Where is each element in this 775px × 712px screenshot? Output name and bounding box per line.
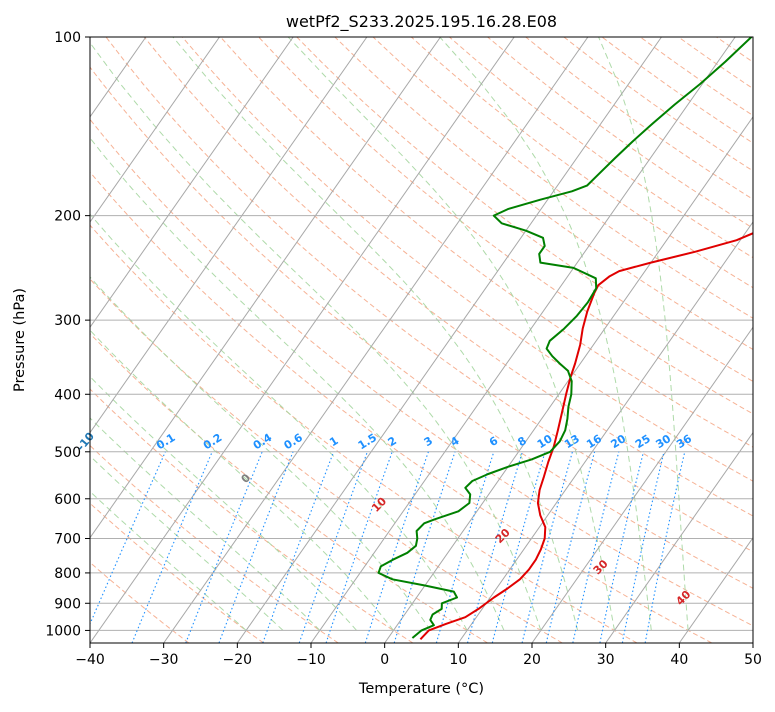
mixing-ratio-label: 1 bbox=[327, 434, 340, 449]
mixing-ratio-line bbox=[492, 452, 545, 643]
dry-adiabat bbox=[182, 37, 775, 643]
y-tick-label: 600 bbox=[54, 492, 81, 508]
isotherm bbox=[385, 37, 775, 643]
mixing-ratio-label: 0.1 bbox=[154, 431, 177, 452]
mixing-ratio-line bbox=[132, 452, 212, 643]
isotherm bbox=[606, 37, 775, 643]
y-tick-label: 500 bbox=[54, 445, 81, 461]
y-tick-label: 800 bbox=[54, 566, 81, 582]
dry-adiabat bbox=[449, 37, 775, 643]
moist-adiabat-label: 10 bbox=[369, 494, 389, 514]
moist-adiabat-label: 20 bbox=[493, 526, 513, 546]
dry-adiabat bbox=[144, 37, 775, 643]
isotherm bbox=[90, 37, 514, 643]
mixing-ratio-label: 0.2 bbox=[201, 431, 224, 452]
mixing-ratio-label: 2 bbox=[386, 434, 399, 449]
x-tick-label: 10 bbox=[449, 652, 467, 668]
y-tick-label: 300 bbox=[54, 313, 81, 329]
mixing-ratio-line bbox=[645, 452, 685, 643]
mixing-ratio-label: 0.4 bbox=[251, 431, 275, 453]
mixing-ratio-line bbox=[622, 452, 664, 643]
y-tick-label: 1000 bbox=[45, 623, 81, 639]
dry-adiabat bbox=[0, 37, 413, 643]
isotherm bbox=[311, 37, 735, 643]
y-axis-title: Pressure (hPa) bbox=[12, 288, 28, 392]
mixing-ratio-label: 6 bbox=[487, 434, 501, 449]
moist-adiabat bbox=[86, 37, 541, 630]
y-tick-label: 200 bbox=[54, 209, 81, 225]
dry-adiabat bbox=[0, 37, 189, 643]
x-tick-label: 50 bbox=[744, 652, 762, 668]
mixing-ratio-label: 16 bbox=[584, 432, 604, 451]
mixing-ratio-line bbox=[546, 452, 594, 643]
x-tick-label: 0 bbox=[380, 652, 389, 668]
isotherm bbox=[532, 37, 775, 643]
isotherm bbox=[0, 37, 367, 643]
mixing-ratio-label: 1.5 bbox=[356, 431, 379, 452]
mixing-ratio-label: 3 bbox=[422, 434, 435, 449]
dry-adiabat bbox=[259, 37, 775, 643]
dry-adiabat bbox=[0, 37, 488, 643]
isotherm bbox=[16, 37, 440, 643]
y-tick-label: 900 bbox=[54, 596, 81, 612]
mixing-ratio-label: 25 bbox=[633, 432, 653, 451]
dry-adiabat bbox=[488, 37, 775, 643]
x-tick-label: 30 bbox=[597, 652, 615, 668]
dry-adiabat bbox=[106, 37, 775, 643]
moist-adiabat bbox=[0, 37, 283, 630]
mixing-ratio-line bbox=[82, 452, 166, 643]
plot-frame bbox=[90, 37, 753, 643]
y-tick-label: 400 bbox=[54, 387, 81, 403]
x-tick-label: −30 bbox=[149, 652, 179, 668]
mixing-ratio-label: 20 bbox=[608, 432, 628, 451]
isotherm bbox=[0, 37, 220, 643]
isotherm bbox=[753, 37, 775, 643]
moist-adiabat bbox=[0, 37, 246, 630]
x-tick-label: −40 bbox=[75, 652, 105, 668]
moist-adiabat bbox=[18, 37, 504, 630]
mixing-ratio-label: 4 bbox=[448, 434, 462, 449]
mixing-ratio-line bbox=[436, 452, 493, 643]
mixing-ratio-label: 30 bbox=[653, 432, 673, 451]
dry-adiabat bbox=[0, 37, 637, 643]
moist-adiabat-label: 40 bbox=[673, 588, 693, 608]
isotherm bbox=[458, 37, 775, 643]
mixing-ratio-label: 8 bbox=[515, 434, 528, 449]
y-tick-label: 700 bbox=[54, 532, 81, 548]
isotherm bbox=[679, 37, 775, 643]
mixing-ratio-line bbox=[522, 452, 572, 643]
mixing-ratio-label: 10 bbox=[535, 432, 555, 451]
mixing-ratio-line bbox=[326, 452, 392, 643]
dry-adiabat bbox=[0, 37, 338, 643]
chart-title: wetPf2_S233.2025.195.16.28.E08 bbox=[286, 12, 557, 32]
x-tick-label: 40 bbox=[670, 652, 688, 668]
dewpoint-profile-line bbox=[379, 37, 752, 638]
mixing-ratio-label: 0.6 bbox=[282, 431, 306, 453]
mixing-ratio-line bbox=[299, 452, 367, 643]
dry-adiabat bbox=[373, 37, 775, 643]
x-tick-label: 20 bbox=[523, 652, 541, 668]
mixing-ratio-line bbox=[573, 452, 619, 643]
isotherm bbox=[0, 37, 72, 643]
mixing-ratio-line bbox=[263, 452, 334, 643]
mixing-ratio-label: 13 bbox=[562, 432, 582, 451]
dry-adiabat bbox=[0, 37, 712, 643]
moist-adiabat bbox=[0, 37, 320, 630]
x-tick-label: −10 bbox=[296, 652, 326, 668]
dry-adiabat bbox=[640, 37, 775, 643]
dry-adiabat bbox=[335, 37, 775, 643]
x-axis-title: Temperature (°C) bbox=[358, 681, 484, 697]
isotherm bbox=[237, 37, 661, 643]
x-tick-label: −20 bbox=[223, 652, 253, 668]
y-tick-label: 100 bbox=[54, 30, 81, 46]
mixing-ratio-line bbox=[600, 452, 644, 643]
moist-adiabat-label: 30 bbox=[591, 557, 611, 577]
isotherm bbox=[164, 37, 588, 643]
dry-adiabat bbox=[678, 37, 775, 643]
mixing-ratio-line bbox=[365, 452, 428, 643]
